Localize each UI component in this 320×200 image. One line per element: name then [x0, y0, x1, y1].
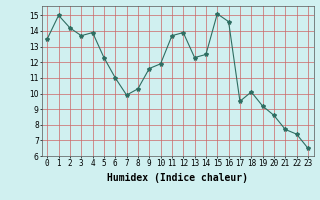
X-axis label: Humidex (Indice chaleur): Humidex (Indice chaleur) — [107, 173, 248, 183]
